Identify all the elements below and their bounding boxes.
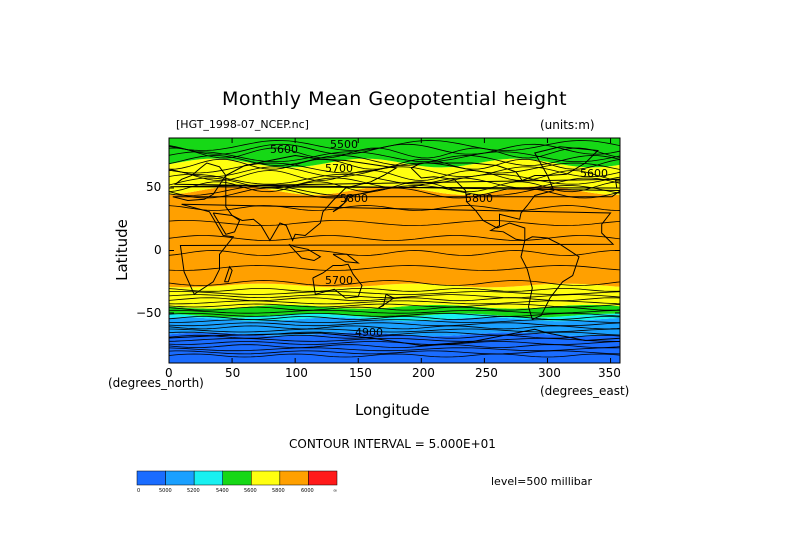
x-tick-label: 200 xyxy=(412,366,435,380)
coastline xyxy=(332,194,349,213)
coastline xyxy=(225,154,398,242)
coastline xyxy=(332,253,360,264)
contour-line xyxy=(169,325,620,330)
x-tick-label: 150 xyxy=(349,366,372,380)
contour-interval: CONTOUR INTERVAL = 5.000E+01 xyxy=(289,437,496,451)
colorbar-swatch xyxy=(308,470,338,486)
contour-line xyxy=(169,173,620,185)
x-tick-label: 350 xyxy=(598,366,621,380)
contour-line xyxy=(169,294,620,298)
coastline xyxy=(378,293,395,309)
contour-line xyxy=(169,334,620,339)
colorbar-swatch xyxy=(279,470,309,486)
contour-line xyxy=(169,147,620,159)
contour-line xyxy=(169,306,620,311)
colorbar-tick-label: 5600 xyxy=(244,488,257,494)
x-tick-label: 50 xyxy=(225,366,241,380)
color-band xyxy=(169,186,620,288)
x-tick-label: 300 xyxy=(538,366,561,380)
contour-line xyxy=(169,297,620,302)
contour-line xyxy=(169,151,620,163)
colorbar-swatch xyxy=(165,470,195,486)
contour-line xyxy=(169,328,620,333)
lon-units-label: (degrees_east) xyxy=(540,384,630,398)
level-label: level=500 millibar xyxy=(491,475,593,488)
contour-line xyxy=(169,288,620,292)
contour-line xyxy=(169,155,620,166)
colorbar-tick-label: 5200 xyxy=(187,488,200,494)
color-band xyxy=(169,304,620,318)
y-axis-label: Latitude xyxy=(113,219,131,281)
y-tick-label: −50 xyxy=(136,306,162,320)
contour-line xyxy=(169,316,620,320)
contour-label-group: 5500 5600 5700 5800 5800 5600 4900 5700 xyxy=(270,138,608,339)
colorbar xyxy=(136,470,338,486)
colorbar-tick-label: 5800 xyxy=(272,488,285,494)
coastline xyxy=(288,243,322,262)
y-tick-label: 0 xyxy=(154,243,162,257)
contour-label: 5600 xyxy=(580,167,608,180)
colorbar-tick-label: 0 xyxy=(137,488,141,494)
units-label: (units:m) xyxy=(540,118,595,132)
colorbar-swatch xyxy=(136,470,166,486)
coastline xyxy=(170,178,620,189)
contour-line xyxy=(169,353,620,358)
x-tick-label: 100 xyxy=(285,366,308,380)
color-bands xyxy=(169,138,620,363)
coastline xyxy=(212,212,241,235)
coastline xyxy=(534,146,600,176)
contour-line xyxy=(169,350,620,355)
contour-line xyxy=(169,250,620,256)
coastline xyxy=(312,263,363,299)
contour-label: 4900 xyxy=(355,326,383,339)
contour-line xyxy=(169,347,620,352)
contour-label: 5700 xyxy=(325,274,353,287)
map-title: Monthly Mean Geopotential height xyxy=(221,88,568,110)
contour-line xyxy=(169,220,620,226)
contour-line xyxy=(169,322,620,327)
x-tick-label: 0 xyxy=(165,366,173,380)
x-axis-label: Longitude xyxy=(355,401,430,419)
y-tick-label: 50 xyxy=(146,180,162,194)
colorbar-swatch xyxy=(251,470,281,486)
contour-line xyxy=(169,309,620,314)
contour-line xyxy=(169,303,620,308)
colorbar-tick-label: 5400 xyxy=(216,488,229,494)
contour-label: 5600 xyxy=(270,143,298,156)
file-label: [HGT_1998-07_NCEP.nc] xyxy=(176,118,309,131)
colorbar-tick-label: 5000 xyxy=(159,488,172,494)
coastlines xyxy=(169,146,620,347)
contour-line xyxy=(169,166,620,178)
coastline xyxy=(224,265,233,283)
coastline xyxy=(172,162,620,202)
contour-line xyxy=(169,140,620,151)
coastline xyxy=(520,236,580,320)
colorbar-swatch xyxy=(222,470,252,486)
colorbar-swatch xyxy=(193,470,223,486)
contour-line xyxy=(169,313,620,317)
x-tick-label: 250 xyxy=(475,366,498,380)
lat-units-label: (degrees_north) xyxy=(108,376,204,390)
contour-line xyxy=(169,177,620,189)
contour-label: 5500 xyxy=(330,138,358,151)
contour-label: 5800 xyxy=(465,192,493,205)
contour-label: 5800 xyxy=(340,192,368,205)
colorbar-tick-label: 6000 xyxy=(301,488,314,494)
coastline xyxy=(169,328,620,347)
color-band xyxy=(169,138,620,168)
coastline xyxy=(179,203,615,296)
contour-label: 5700 xyxy=(325,162,353,175)
contour-line xyxy=(169,265,620,271)
colorbar-tick-label: ∞ xyxy=(333,488,338,494)
coastline xyxy=(410,162,555,242)
contour-line xyxy=(169,280,620,286)
contour-line xyxy=(169,300,620,305)
contour-line xyxy=(169,291,620,295)
contour-line xyxy=(169,341,620,345)
contour-line xyxy=(169,344,620,348)
color-band xyxy=(169,317,620,337)
